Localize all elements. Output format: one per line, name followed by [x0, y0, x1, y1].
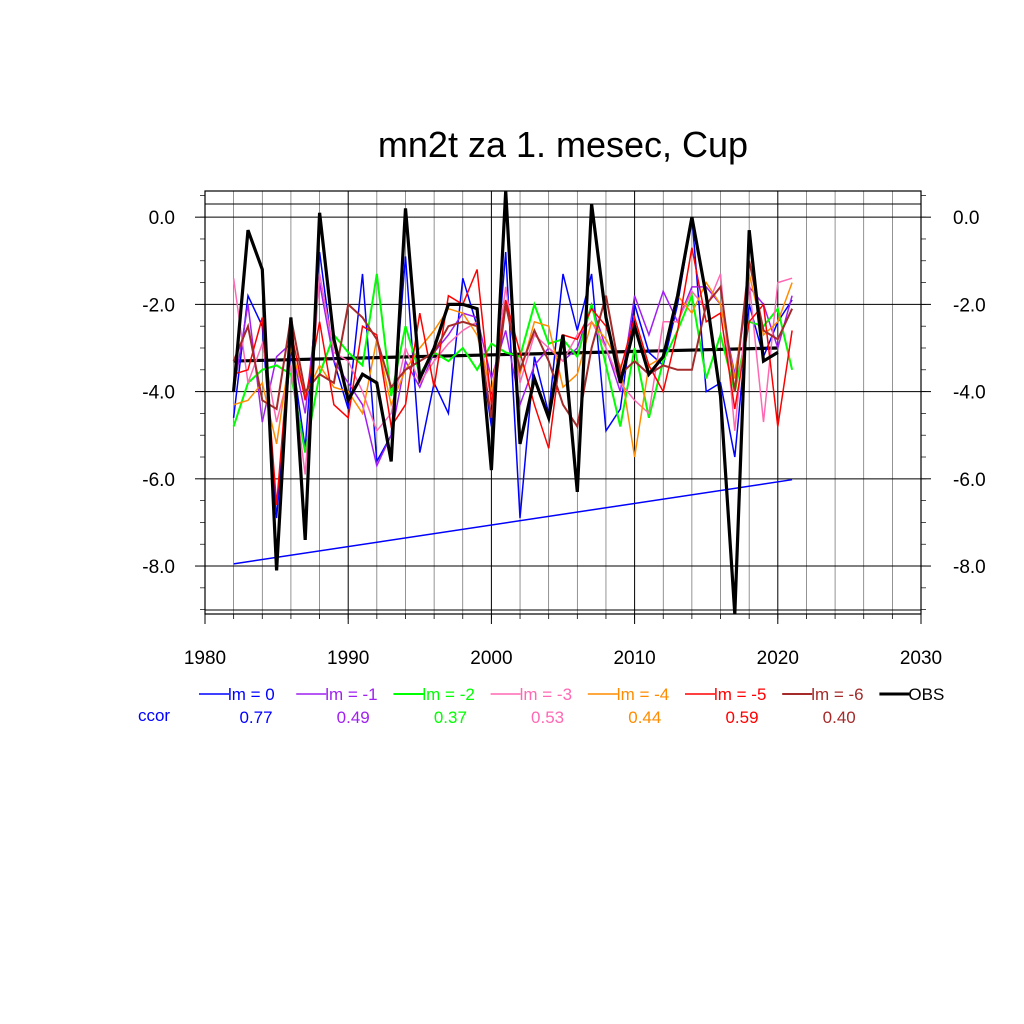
x-tick-label: 2000	[470, 648, 512, 669]
axis-tick-labels: 1980 1990 2000 2010 2020 2030 0.0 0.0 -2.0 -2.0 -4…	[142, 208, 986, 669]
legend-label: lm = -5	[714, 685, 766, 704]
legend: ccor lm = 0 0.77 lm = -1 0.49 lm = -2 0.37 lm =…	[138, 685, 944, 727]
legend-label: lm = -6	[811, 685, 863, 704]
legend-ccor-value: 0.44	[628, 708, 661, 727]
grid	[205, 191, 921, 614]
legend-ccor-value: 0.40	[823, 708, 856, 727]
legend-label: lm = 0	[228, 685, 275, 704]
y-tick-label-right: 0.0	[953, 208, 979, 229]
series-lines	[232, 190, 794, 615]
legend-ccor-value: 0.59	[725, 708, 758, 727]
axis-ticks	[195, 195, 931, 624]
y-tick-label-left: -6.0	[142, 470, 175, 491]
x-tick-label: 2010	[613, 648, 655, 669]
y-tick-label-right: -4.0	[953, 383, 986, 404]
plot-border	[204, 190, 922, 615]
y-tick-label-left: -2.0	[142, 295, 175, 316]
y-tick-label-left: 0.0	[149, 208, 175, 229]
y-tick-label-right: -2.0	[953, 295, 986, 316]
chart-title: mn2t za 1. mesec, Cup	[378, 124, 748, 165]
legend-label: lm = -1	[325, 685, 377, 704]
x-tick-label: 2030	[900, 648, 942, 669]
legend-ccor-value: 0.77	[239, 708, 272, 727]
plot-frame	[204, 190, 922, 615]
x-tick-label: 2020	[757, 648, 799, 669]
series-line	[232, 217, 793, 519]
y-tick-label-left: -8.0	[142, 557, 175, 578]
legend-label: lm = -4	[617, 685, 669, 704]
x-tick-label: 1980	[184, 648, 226, 669]
legend-label: lm = -3	[520, 685, 572, 704]
ccor-label: ccor	[138, 706, 170, 725]
legend-label: lm = -2	[422, 685, 474, 704]
y-tick-label-left: -4.0	[142, 383, 175, 404]
y-tick-label-right: -8.0	[953, 557, 986, 578]
x-tick-label: 1990	[327, 648, 369, 669]
legend-ccor-value: 0.53	[531, 708, 564, 727]
y-tick-label-right: -6.0	[953, 470, 986, 491]
legend-ccor-value: 0.49	[337, 708, 370, 727]
trend-line	[233, 478, 793, 565]
series-line	[232, 190, 779, 615]
legend-label: OBS	[908, 685, 944, 704]
legend-ccor-value: 0.37	[434, 708, 467, 727]
